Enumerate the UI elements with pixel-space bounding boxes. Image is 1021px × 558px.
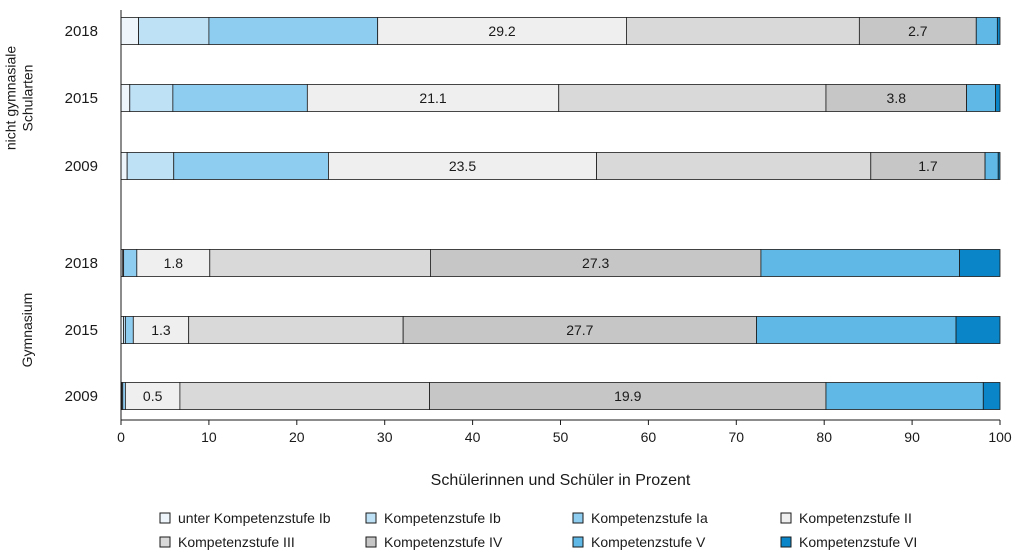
year-label: 2015 [65,90,98,107]
legend-label: Kompetenzstufe IV [384,534,503,550]
year-label: 2009 [65,388,98,405]
bar-segment [130,85,173,112]
bar-segment [173,85,307,112]
bars [121,18,1000,410]
x-tick-label: 30 [377,429,393,445]
legend-swatch [573,513,583,523]
group-labels: nicht gymnasialeSchularten Gymnasium [3,46,36,368]
value-labels: 29.2 2.7 21.1 3.8 23.5 1.7 1.8 27.3 1.3 27.7 0.5 19… [143,23,938,404]
bar-segment [180,383,430,410]
bar-segment [139,18,209,45]
bar-segment [559,85,826,112]
bar-segment [121,18,139,45]
x-tick-label: 100 [988,429,1012,445]
year-labels: 2018 2015 2009 2018 2015 2009 [65,23,98,405]
bar-segment [985,153,998,180]
data-label: 27.3 [582,255,609,271]
group-label-line: Gymnasium [19,293,35,368]
legend-swatch [781,513,791,523]
x-tick-label: 10 [201,429,217,445]
bar-segment [127,153,174,180]
data-label: 29.2 [488,23,515,39]
x-tick-label: 80 [816,429,832,445]
group-label: nicht gymnasialeSchularten [3,46,36,150]
legend-swatch [573,537,583,547]
x-tick-label: 70 [729,429,745,445]
legend-item: Kompetenzstufe IV [366,534,503,550]
bar-segment [826,383,983,410]
bar-segment [967,85,996,112]
data-label: 3.8 [887,90,907,106]
data-label: 23.5 [449,158,476,174]
bar-segment [210,250,431,277]
x-tick-label: 20 [289,429,305,445]
x-tick-label: 50 [553,429,569,445]
data-label: 27.7 [566,322,593,338]
legend-label: Kompetenzstufe II [799,510,912,526]
legend-label: Kompetenzstufe VI [799,534,917,550]
bar-segment [597,153,871,180]
year-label: 2009 [65,158,98,175]
legend-item: Kompetenzstufe VI [781,534,917,550]
year-label: 2018 [65,23,98,40]
x-tick-label: 40 [465,429,481,445]
data-label: 2.7 [908,23,928,39]
legend-label: Kompetenzstufe V [591,534,706,550]
x-axis-ticks: 0 10 20 30 40 50 60 70 80 90 100 [117,420,1012,445]
group-label-line: Schularten [20,65,36,132]
legend-swatch [366,537,376,547]
bar-segment [996,85,1000,112]
data-label: 21.1 [419,90,446,106]
bar-segment [761,250,960,277]
bar-segment [998,153,1000,180]
bar-segment [125,317,133,344]
bar-segment [956,317,1000,344]
bar-segment [121,85,130,112]
bar-segment [983,383,1000,410]
legend-swatch [366,513,376,523]
bar-segment [209,18,378,45]
legend-item: Kompetenzstufe Ib [366,510,501,526]
data-label: 19.9 [614,388,641,404]
bar-segment [976,18,997,45]
group-label-line: nicht gymnasiale [3,46,19,150]
legend-item: Kompetenzstufe II [781,510,912,526]
legend-label: Kompetenzstufe Ia [591,510,708,526]
bar-segment [757,317,957,344]
bar-segment [121,153,127,180]
data-label: 0.5 [143,388,163,404]
x-axis-title: Schülerinnen und Schüler in Prozent [431,472,691,489]
bar-segment [626,18,859,45]
legend-label: Kompetenzstufe III [178,534,295,550]
year-label: 2015 [65,322,98,339]
bar-segment [124,250,137,277]
legend-swatch [160,537,170,547]
data-label: 1.7 [918,158,938,174]
x-tick-label: 60 [641,429,657,445]
bar-segment [174,153,329,180]
bar-segment [189,317,403,344]
year-label: 2018 [65,255,98,272]
group-label: Gymnasium [19,293,35,368]
x-tick-label: 0 [117,429,125,445]
legend-label: unter Kompetenzstufe Ib [178,510,331,526]
legend-swatch [160,513,170,523]
legend-item: Kompetenzstufe III [160,534,295,550]
axes [121,10,1000,420]
legend-label: Kompetenzstufe Ib [384,510,501,526]
legend-item: Kompetenzstufe Ia [573,510,708,526]
x-tick-label: 90 [904,429,920,445]
legend-item: unter Kompetenzstufe Ib [160,510,331,526]
legend: unter Kompetenzstufe Ib Kompetenzstufe Ib… [160,510,917,550]
bar-segment [960,250,1000,277]
bar-segment [997,18,1000,45]
legend-swatch [781,537,791,547]
data-label: 1.8 [164,255,184,271]
data-label: 1.3 [151,322,171,338]
legend-item: Kompetenzstufe V [573,534,706,550]
